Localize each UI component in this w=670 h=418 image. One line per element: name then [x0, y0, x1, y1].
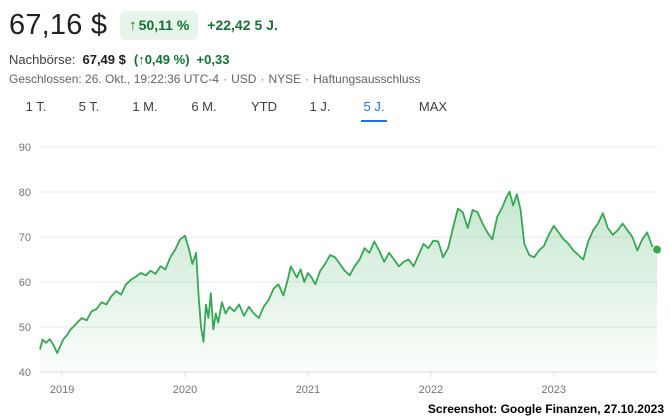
- market-close-time: Geschlossen: 26. Okt., 19:22:36 UTC-4: [9, 72, 220, 86]
- disclaimer-link[interactable]: Haftungsausschluss: [313, 72, 421, 86]
- change-percent-badge: ↑ 50,11 %: [120, 10, 199, 40]
- quote-header: 67,16 $ ↑ 50,11 % +22,42 5 J.: [9, 6, 278, 44]
- time-range-tabs: 1 T. 5 T. 1 M. 6 M. YTD 1 J. 5 J. MAX: [0, 98, 670, 122]
- tab-max[interactable]: MAX: [418, 99, 448, 114]
- change-percent: 50,11 %: [138, 17, 190, 33]
- current-price: 67,16 $: [9, 8, 108, 41]
- tab-5-days[interactable]: 5 T.: [78, 99, 100, 114]
- y-tick-label: 40: [19, 367, 31, 379]
- tab-6-months[interactable]: 6 M.: [191, 99, 217, 114]
- y-tick-label: 90: [19, 142, 31, 154]
- screenshot-caption: Screenshot: Google Finanzen, 27.10.2023: [427, 402, 664, 416]
- exchange: NYSE: [268, 72, 302, 86]
- price-line: [39, 190, 658, 354]
- x-tick-label: 2019: [50, 384, 74, 396]
- tab-1-month[interactable]: 1 M.: [132, 99, 158, 114]
- meta-separator: ·: [260, 72, 265, 86]
- arrow-up-icon: ↑: [129, 16, 137, 34]
- after-hours-label: Nachbörse:: [9, 52, 76, 67]
- tab-1-day[interactable]: 1 T.: [25, 99, 47, 114]
- after-hours-row: Nachbörse: 67,49 $ (↑0,49 %) +0,33: [9, 52, 229, 67]
- x-tick-label: 2021: [296, 384, 320, 396]
- tab-ytd[interactable]: YTD: [251, 99, 277, 114]
- price-chart-svg: 40 50 60 70 80 90 2019 2020 2021 2022 2023: [19, 142, 662, 396]
- x-tick-label: 2022: [419, 384, 443, 396]
- y-tick-label: 80: [19, 187, 31, 199]
- y-tick-label: 70: [19, 232, 31, 244]
- latest-price-dot[interactable]: [652, 244, 662, 255]
- meta-separator: ·: [305, 72, 310, 86]
- x-tick-label: 2020: [173, 384, 197, 396]
- after-hours-change-percent: 0,49 %: [144, 52, 186, 67]
- meta-separator: ·: [223, 72, 228, 86]
- market-status-row: Geschlossen: 26. Okt., 19:22:36 UTC-4 · …: [9, 72, 421, 86]
- change-absolute-group: +22,42 5 J.: [207, 17, 278, 33]
- y-tick-label: 50: [19, 322, 31, 334]
- after-hours-price: 67,49 $: [82, 52, 126, 67]
- after-hours-change-absolute: +0,33: [196, 52, 230, 67]
- price-chart[interactable]: 40 50 60 70 80 90 2019 2020 2021 2022 2023: [0, 130, 670, 402]
- arrow-up-icon: ↑: [138, 52, 145, 67]
- tab-5-years[interactable]: 5 J.: [361, 98, 387, 122]
- currency: USD: [231, 72, 257, 86]
- y-tick-label: 60: [19, 277, 31, 289]
- after-hours-change-percent-group: (↑0,49 %): [133, 52, 190, 67]
- change-period: 5 J.: [254, 17, 278, 33]
- price-area-fill: [40, 191, 657, 372]
- x-tick-label: 2023: [542, 384, 566, 396]
- change-absolute: +22,42: [207, 17, 251, 33]
- tab-1-year[interactable]: 1 J.: [309, 99, 331, 114]
